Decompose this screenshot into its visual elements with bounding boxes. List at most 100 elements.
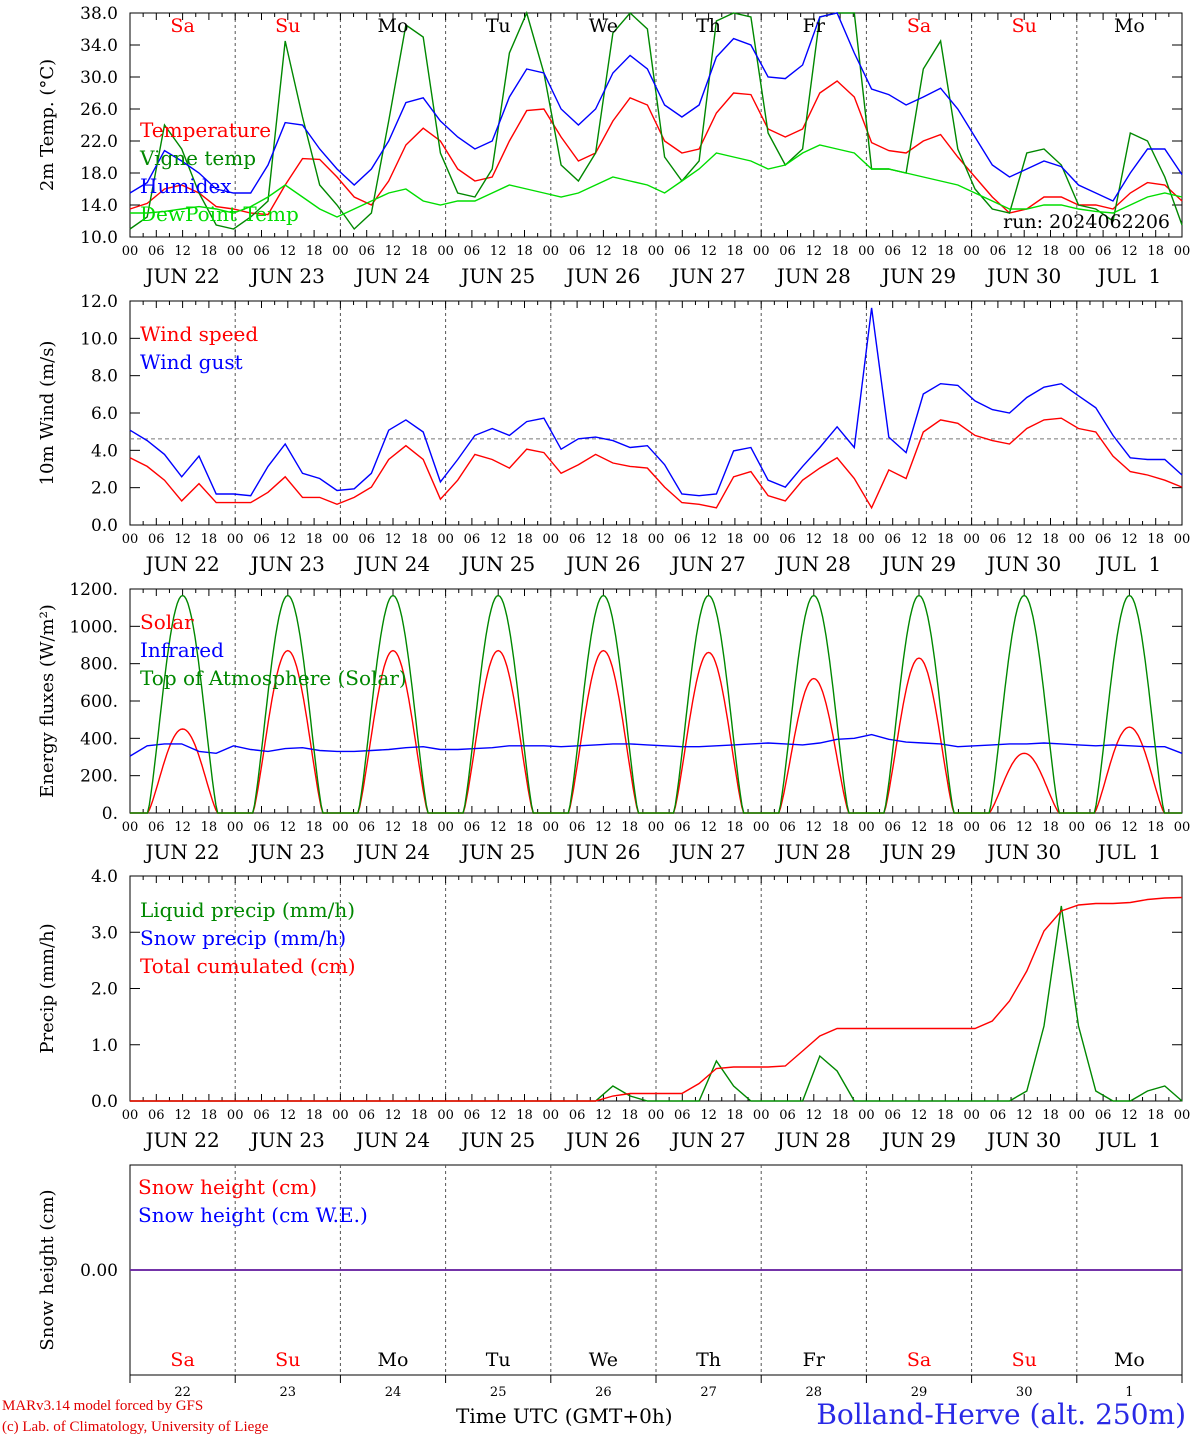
- hour-tick-label: 18: [832, 1108, 849, 1123]
- hour-tick-label: 00: [1069, 244, 1086, 259]
- series-line-humidex: [129, 12, 1183, 202]
- y-tick-label: 0.0: [91, 516, 118, 536]
- date-label: JUN 23: [249, 840, 325, 864]
- hour-tick-label: 00: [648, 820, 665, 835]
- date-label: JUN 29: [880, 840, 956, 864]
- day-name-bottom: Sa: [170, 1349, 194, 1371]
- date-label: JUN 29: [880, 264, 956, 288]
- hour-tick-label: 12: [385, 244, 402, 259]
- day-name-top: Sa: [170, 15, 194, 37]
- date-label: JUN 30: [985, 1128, 1061, 1152]
- hour-tick-label: 12: [174, 532, 191, 547]
- hour-tick-label: 00: [963, 1108, 980, 1123]
- hour-tick-label: 18: [1147, 244, 1164, 259]
- hour-tick-label: 06: [358, 1108, 375, 1123]
- hour-tick-label: 06: [253, 820, 270, 835]
- hour-tick-label: 00: [648, 532, 665, 547]
- y-axis-label: Precip (mm/h): [37, 923, 58, 1053]
- date-label: JUN 23: [249, 264, 325, 288]
- day-number-label: 23: [280, 1385, 297, 1400]
- hour-tick-label: 00: [1174, 820, 1191, 835]
- hour-tick-label: 00: [858, 820, 875, 835]
- hour-tick-label: 12: [595, 244, 612, 259]
- hour-tick-label: 12: [595, 532, 612, 547]
- hour-tick-label: 06: [358, 244, 375, 259]
- series-line-total-cumulated-cm-: [130, 896, 1183, 1102]
- legend-entry: Wind gust: [140, 350, 243, 374]
- day-name-bottom: Su: [275, 1349, 300, 1371]
- date-label: JUN 24: [354, 264, 430, 288]
- date-label: JUL 1: [1096, 840, 1162, 864]
- hour-tick-label: 18: [516, 532, 533, 547]
- model-credit: MARv3.14 model forced by GFS: [2, 1398, 204, 1414]
- day-number-label: 28: [806, 1385, 823, 1400]
- hour-tick-label: 12: [1016, 1108, 1033, 1123]
- hour-tick-label: 12: [490, 532, 507, 547]
- day-name-top: Mo: [378, 15, 409, 37]
- hour-tick-label: 06: [569, 532, 586, 547]
- hour-tick-label: 18: [727, 1108, 744, 1123]
- hour-tick-label: 00: [753, 820, 770, 835]
- date-label: JUN 28: [775, 840, 851, 864]
- hour-tick-label: 12: [911, 532, 928, 547]
- y-tick-label: 2.0: [91, 479, 118, 499]
- hour-tick-label: 18: [621, 532, 638, 547]
- y-tick-label: 2.0: [91, 980, 118, 1000]
- hour-tick-label: 18: [727, 532, 744, 547]
- hour-tick-label: 06: [1095, 1108, 1112, 1123]
- date-label: JUN 27: [670, 552, 746, 576]
- hour-tick-label: 00: [227, 820, 244, 835]
- date-label: JUL 1: [1096, 1128, 1162, 1152]
- hour-tick-label: 00: [332, 1108, 349, 1123]
- hour-tick-label: 00: [963, 244, 980, 259]
- hour-tick-label: 12: [700, 1108, 717, 1123]
- hour-tick-label: 12: [174, 820, 191, 835]
- hour-tick-label: 18: [832, 532, 849, 547]
- hour-tick-label: 06: [990, 820, 1007, 835]
- hour-tick-label: 00: [122, 1108, 139, 1123]
- hour-tick-label: 12: [806, 1108, 823, 1123]
- day-number-label: 1: [1125, 1385, 1133, 1400]
- hour-tick-label: 18: [621, 820, 638, 835]
- hour-tick-label: 18: [1042, 820, 1059, 835]
- hour-tick-label: 06: [990, 244, 1007, 259]
- hour-tick-label: 12: [1121, 532, 1138, 547]
- y-axis-label: Energy fluxes (W/m²): [37, 604, 58, 798]
- hour-tick-label: 12: [385, 820, 402, 835]
- hour-tick-label: 18: [306, 820, 323, 835]
- date-label: JUN 24: [354, 1128, 430, 1152]
- hour-tick-label: 00: [1174, 1108, 1191, 1123]
- run-annotation: run: 2024062206: [1003, 211, 1170, 233]
- y-tick-label: 6.0: [91, 404, 118, 424]
- hour-tick-label: 06: [464, 820, 481, 835]
- day-name-top: Su: [275, 15, 300, 37]
- hour-tick-label: 00: [122, 820, 139, 835]
- panel-frame: [129, 300, 1183, 526]
- date-label: JUN 27: [670, 1128, 746, 1152]
- hour-tick-label: 12: [1121, 244, 1138, 259]
- hour-tick-label: 00: [858, 532, 875, 547]
- series-line-wind-speed: [129, 417, 1183, 510]
- hour-tick-label: 18: [411, 244, 428, 259]
- legend-entry: Snow precip (mm/h): [140, 926, 346, 950]
- hour-tick-label: 00: [753, 1108, 770, 1123]
- hour-tick-label: 12: [1121, 1108, 1138, 1123]
- hour-tick-label: 18: [937, 244, 954, 259]
- day-name-top: Fr: [803, 15, 826, 37]
- hour-tick-label: 06: [674, 532, 691, 547]
- hour-tick-label: 12: [280, 820, 297, 835]
- hour-tick-label: 18: [937, 532, 954, 547]
- hour-tick-label: 00: [332, 244, 349, 259]
- y-axis-label: 2m Temp. (°C): [37, 59, 58, 191]
- day-name-bottom: Su: [1012, 1349, 1037, 1371]
- hour-tick-label: 18: [411, 1108, 428, 1123]
- hour-tick-label: 12: [1016, 820, 1033, 835]
- hour-tick-label: 00: [753, 532, 770, 547]
- hour-tick-label: 18: [1042, 532, 1059, 547]
- day-name-top: Mo: [1114, 15, 1145, 37]
- y-tick-label: 26.0: [80, 100, 118, 120]
- hour-tick-label: 18: [516, 244, 533, 259]
- day-number-label: 26: [595, 1385, 612, 1400]
- hour-tick-label: 00: [1174, 244, 1191, 259]
- hour-tick-label: 18: [1147, 532, 1164, 547]
